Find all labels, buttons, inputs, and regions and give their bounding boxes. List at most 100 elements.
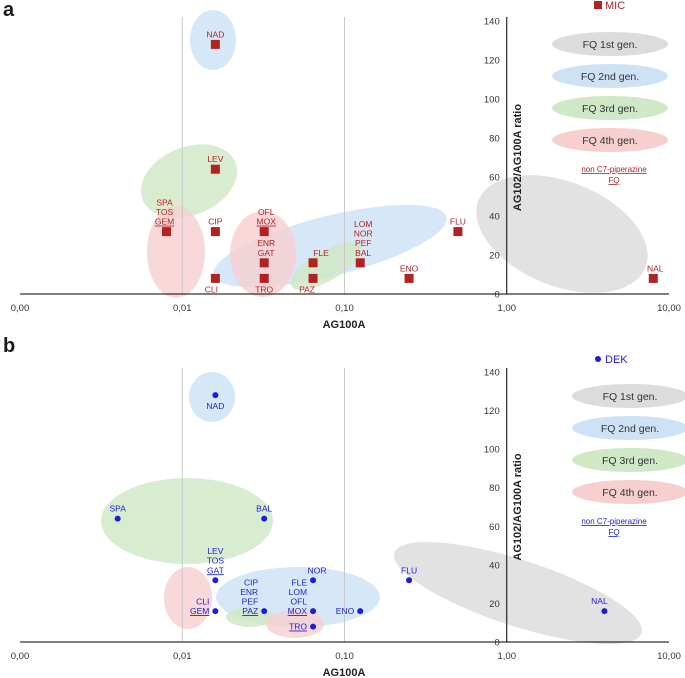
y-tick-label: 40 bbox=[489, 560, 500, 571]
data-label: NAL bbox=[647, 263, 664, 273]
data-point-spa bbox=[114, 515, 121, 522]
legend-label: FQ 4th gen. bbox=[582, 135, 637, 147]
data-label: MOX bbox=[257, 217, 277, 227]
legend-swatch-gen1 bbox=[572, 384, 685, 408]
data-label: PAZ bbox=[299, 284, 315, 294]
y-tick-label: 60 bbox=[489, 173, 500, 184]
data-point-tro bbox=[259, 273, 269, 283]
data-label: MOX bbox=[288, 606, 308, 616]
data-label: LOM bbox=[289, 587, 307, 597]
y-tick-label: 80 bbox=[489, 134, 500, 145]
y-tick-label: 140 bbox=[484, 368, 500, 379]
legend-label: FQ 4th gen. bbox=[602, 487, 657, 499]
legend-swatch-gen4 bbox=[552, 128, 668, 152]
group-ellipse-gen3 bbox=[290, 242, 362, 290]
data-label: FLU bbox=[401, 565, 417, 575]
y-tick-label: 100 bbox=[484, 445, 500, 456]
legend-label: FQ 1st gen. bbox=[603, 391, 658, 403]
data-label: OFL bbox=[291, 597, 308, 607]
y-tick-label: 140 bbox=[484, 17, 500, 28]
legend-swatch-gen3 bbox=[572, 448, 685, 472]
data-point-cli bbox=[212, 608, 219, 615]
x-tick-label: 0,01 bbox=[173, 303, 192, 314]
data-point-flu bbox=[453, 227, 463, 237]
data-point-enr bbox=[259, 258, 269, 268]
group-ellipse-gen4 bbox=[266, 610, 324, 638]
data-label: GAT bbox=[258, 248, 275, 258]
data-point-lev bbox=[210, 164, 220, 174]
legend-label: FQ 3rd gen. bbox=[602, 455, 658, 467]
data-label: CLI bbox=[196, 597, 209, 607]
x-tick-label: 10,00 bbox=[657, 651, 681, 662]
data-point-paz bbox=[308, 273, 318, 283]
data-point-eno bbox=[404, 273, 414, 283]
data-label: ENR bbox=[240, 587, 258, 597]
data-label: LEV bbox=[207, 546, 223, 556]
panel-a: a 0,00 0,01 0,10 1,00 10,00 0 20 40 60 80 100 120 140… bbox=[3, 0, 681, 331]
x-tick-label: 0,10 bbox=[335, 651, 354, 662]
legend-marker-label: MIC bbox=[605, 0, 625, 12]
data-label: ENR bbox=[257, 238, 275, 248]
legend-swatch-gen4 bbox=[572, 480, 685, 504]
data-label: TRO bbox=[289, 622, 307, 632]
data-label: TOS bbox=[207, 556, 225, 566]
data-label: PEF bbox=[355, 238, 372, 248]
data-label: GAT bbox=[207, 565, 224, 575]
data-label: CIP bbox=[208, 217, 223, 227]
legend-label: FQ 3rd gen. bbox=[582, 103, 638, 115]
data-point-nad bbox=[212, 392, 219, 399]
legend-marker-icon bbox=[594, 1, 602, 9]
data-label: NOR bbox=[308, 565, 327, 575]
y-axis-title: AG102/AG100A ratio bbox=[512, 453, 524, 560]
legend-swatch-gen3 bbox=[552, 96, 668, 120]
data-point-ofl bbox=[259, 227, 269, 237]
data-point-fle bbox=[310, 608, 317, 615]
y-tick-label: 100 bbox=[484, 95, 500, 106]
data-label: CLI bbox=[205, 284, 218, 294]
group-ellipse-gen3 bbox=[140, 144, 238, 218]
data-label: BAL bbox=[256, 504, 272, 514]
panel-letter: b bbox=[3, 335, 15, 357]
y-tick-label: 20 bbox=[489, 251, 500, 262]
x-tick-label: 0,00 bbox=[11, 651, 30, 662]
data-label: PEF bbox=[242, 597, 259, 607]
data-label: NOR bbox=[354, 229, 373, 239]
data-label: ENO bbox=[336, 606, 355, 616]
data-label: LOM bbox=[354, 219, 372, 229]
data-point-tro bbox=[310, 623, 317, 630]
x-tick-label: 0,00 bbox=[11, 303, 30, 314]
data-label: TOS bbox=[156, 207, 174, 217]
data-label: LEV bbox=[207, 154, 223, 164]
legend-label: FQ 1st gen. bbox=[583, 39, 638, 51]
data-label: GEM bbox=[155, 217, 174, 227]
data-label: OFL bbox=[258, 207, 275, 217]
data-label: PAZ bbox=[242, 606, 258, 616]
x-tick-label: 1,00 bbox=[498, 651, 517, 662]
data-label: NAD bbox=[206, 401, 224, 411]
data-point-cli bbox=[210, 273, 220, 283]
group-ellipse-gen2 bbox=[189, 372, 235, 422]
y-axis-title: AG102/AG100A ratio bbox=[512, 104, 524, 211]
data-label: BAL bbox=[355, 248, 371, 258]
x-axis-title: AG100A bbox=[323, 319, 366, 331]
x-tick-label: 1,00 bbox=[498, 303, 517, 314]
data-label: ENO bbox=[400, 263, 419, 273]
y-tick-label: 20 bbox=[489, 599, 500, 610]
x-tick-label: 0,10 bbox=[335, 303, 354, 314]
data-label: TRO bbox=[255, 284, 273, 294]
data-point-nal bbox=[648, 273, 658, 283]
legend-label: FQ 2nd gen. bbox=[581, 71, 639, 83]
x-tick-label: 0,01 bbox=[173, 651, 192, 662]
group-ellipse-gen1 bbox=[393, 542, 643, 644]
data-point-spa bbox=[162, 227, 172, 237]
legend-marker-label: DEK bbox=[605, 354, 628, 366]
y-tick-label: 120 bbox=[484, 406, 500, 417]
data-point-bal bbox=[261, 515, 268, 522]
panel-b: b 0,00 0,01 0,10 1,00 10,00 0 20 40 60 80 100 120 140… bbox=[3, 335, 685, 678]
data-label: FLE bbox=[313, 248, 329, 258]
data-point-nal bbox=[601, 608, 608, 615]
non-piperazine-note: non C7-piperazine bbox=[581, 517, 647, 526]
data-label: FLE bbox=[291, 577, 307, 587]
y-tick-label: 0 bbox=[494, 290, 499, 301]
y-tick-label: 60 bbox=[489, 522, 500, 533]
